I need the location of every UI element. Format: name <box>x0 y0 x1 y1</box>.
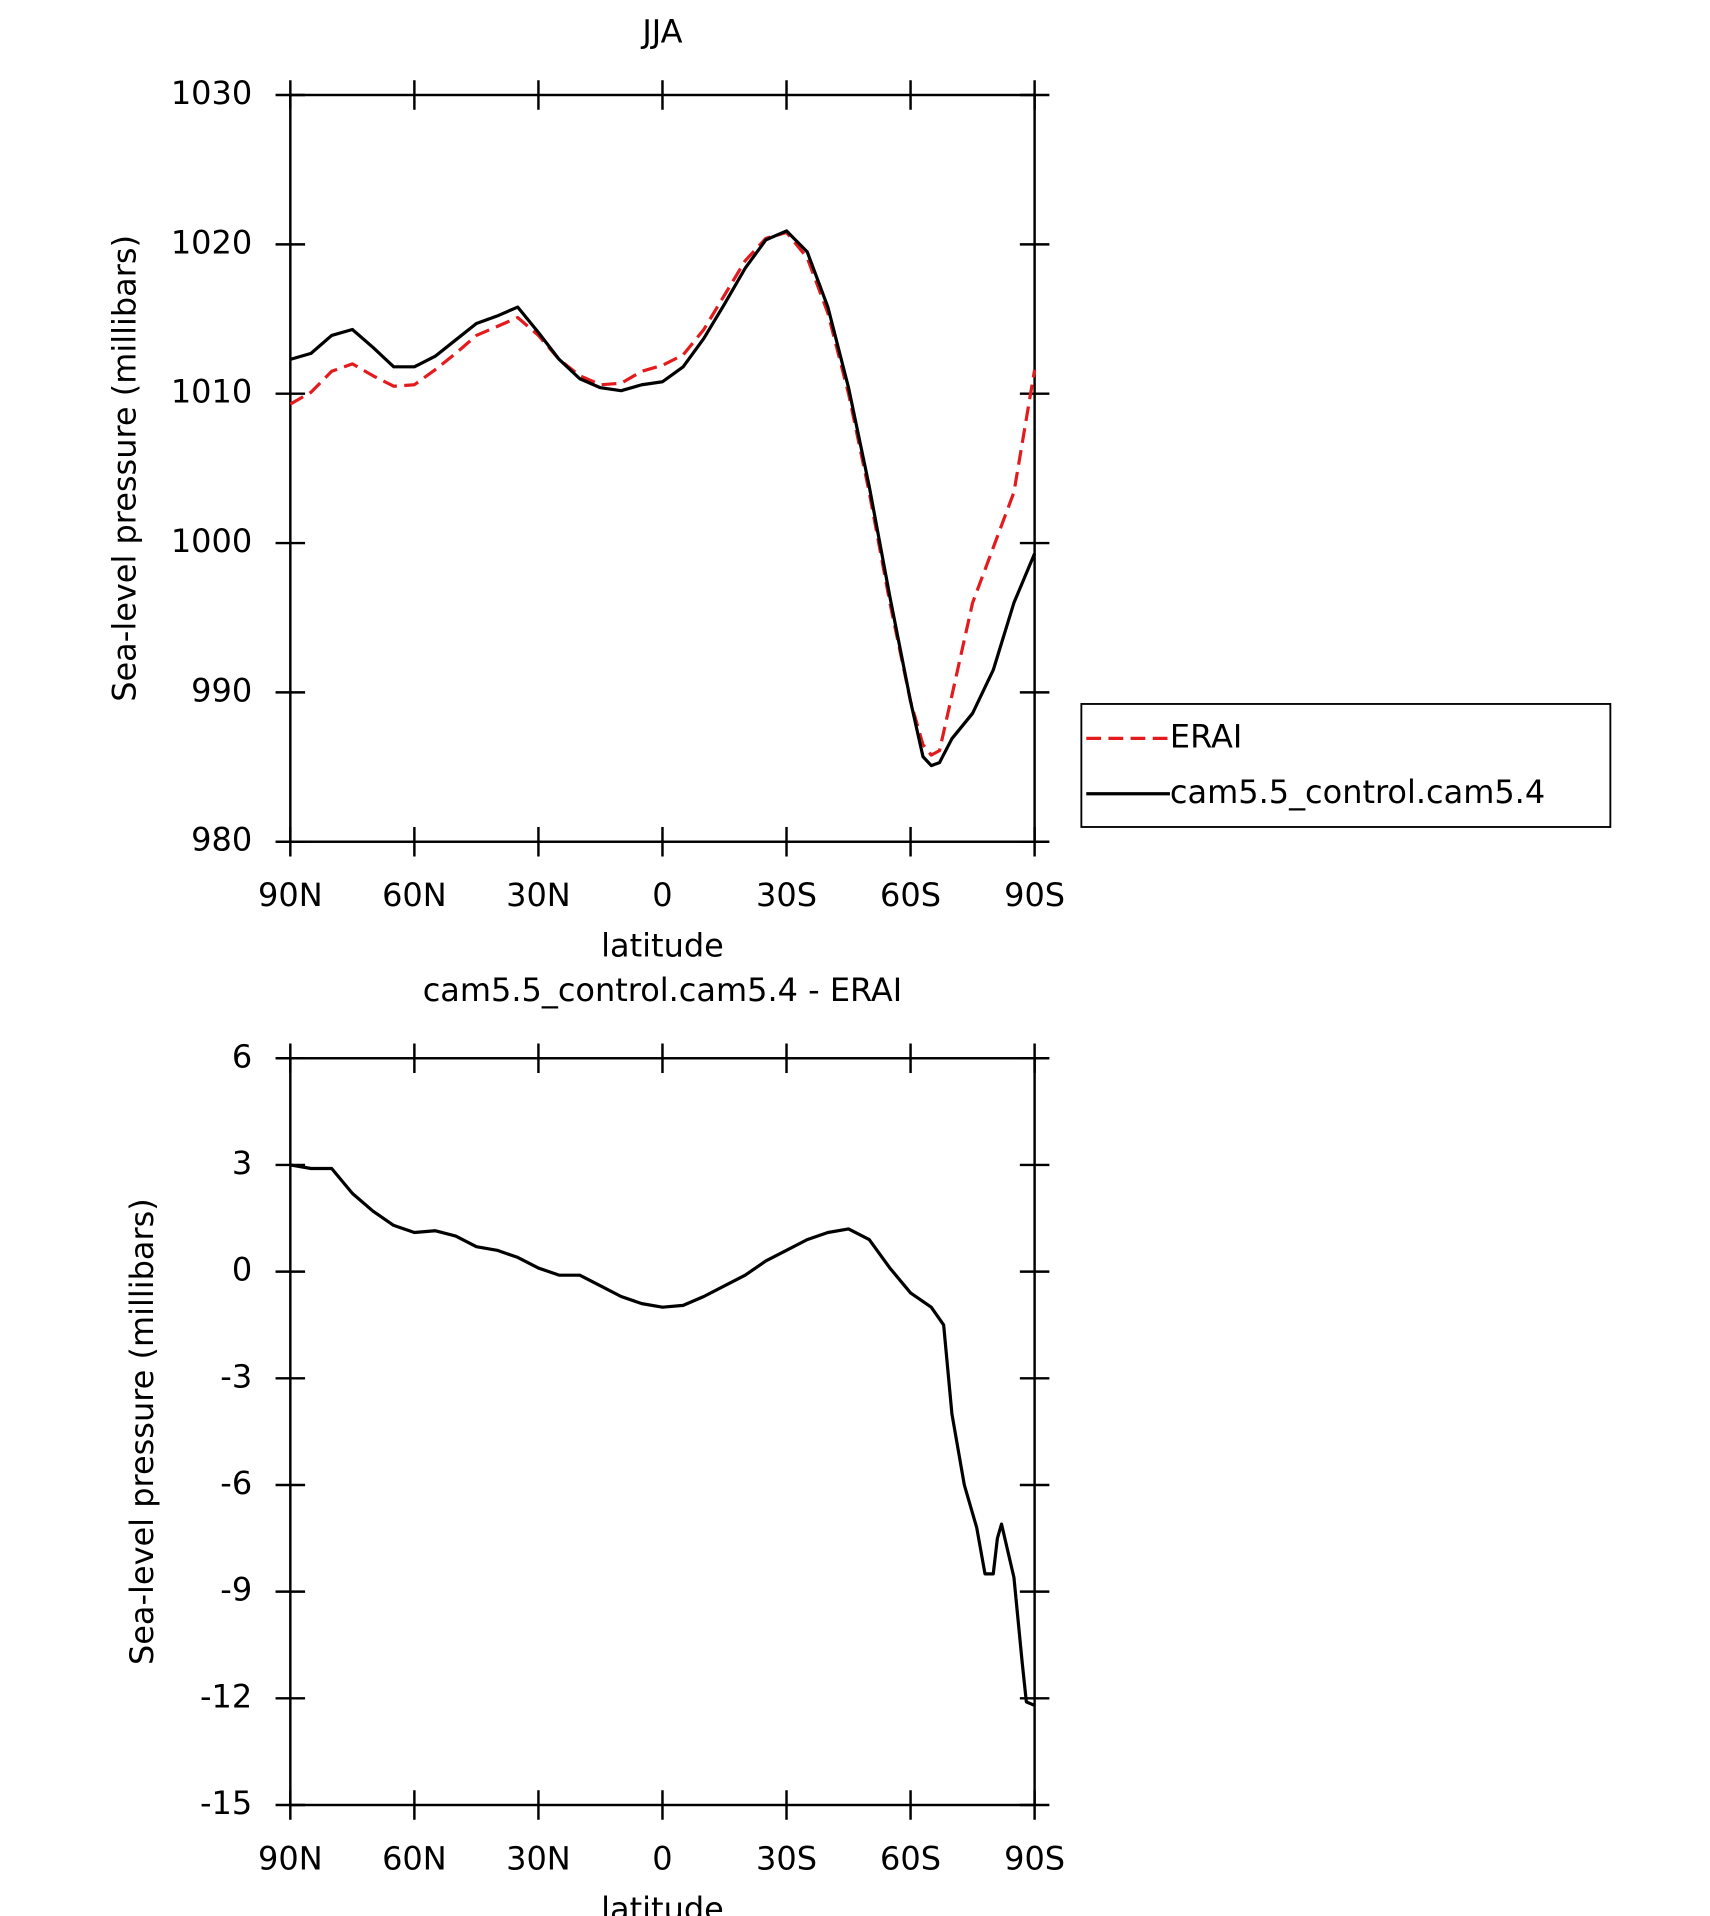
chart-title: JJA <box>640 12 682 50</box>
x-tick-label: 90S <box>1004 1839 1065 1877</box>
x-tick-label: 30S <box>756 1839 817 1877</box>
x-axis-label: latitude <box>601 1890 724 1916</box>
x-tick-label: 60S <box>880 1839 941 1877</box>
y-tick-label: 980 <box>191 821 252 859</box>
series-line <box>290 1163 1036 1707</box>
x-tick-label: 90S <box>1004 876 1065 914</box>
y-tick-label: 0 <box>232 1251 252 1289</box>
x-tick-label: 0 <box>652 876 672 914</box>
y-tick-label: 1020 <box>171 223 252 261</box>
series-line <box>289 230 1037 757</box>
y-tick-label: -6 <box>220 1464 252 1502</box>
y-tick-label: -12 <box>200 1677 252 1715</box>
legend-label: cam5.5_control.cam5.4 <box>1170 773 1545 811</box>
x-tick-label: 0 <box>652 1839 672 1877</box>
plot-frame <box>289 93 1036 843</box>
x-tick-label: 30N <box>506 876 571 914</box>
y-tick-label: 990 <box>191 671 252 709</box>
y-tick-label: 1030 <box>171 74 252 112</box>
y-axis-label: Sea-level pressure (millibars) <box>106 235 144 702</box>
legend-box <box>1080 703 1612 828</box>
legend-label: ERAI <box>1170 717 1242 755</box>
x-tick-label: 90N <box>258 1839 323 1877</box>
y-tick-label: -9 <box>220 1571 252 1609</box>
x-tick-label: 60N <box>382 876 447 914</box>
plot-frame <box>289 1057 1036 1807</box>
chart-title: cam5.5_control.cam5.4 - ERAI <box>423 971 903 1009</box>
x-axis-label: latitude <box>601 927 724 965</box>
y-tick-label: -3 <box>220 1357 252 1395</box>
x-tick-label: 90N <box>258 876 323 914</box>
y-tick-label: -15 <box>200 1784 252 1822</box>
x-tick-label: 60S <box>880 876 941 914</box>
x-tick-label: 30S <box>756 876 817 914</box>
y-tick-label: 6 <box>232 1037 252 1075</box>
x-tick-label: 30N <box>506 1839 571 1877</box>
y-axis-label: Sea-level pressure (millibars) <box>123 1198 161 1665</box>
series-line <box>289 229 1037 768</box>
y-tick-label: 1010 <box>171 373 252 411</box>
y-tick-label: 1000 <box>171 522 252 560</box>
y-tick-label: 3 <box>232 1144 252 1182</box>
x-tick-label: 60N <box>382 1839 447 1877</box>
